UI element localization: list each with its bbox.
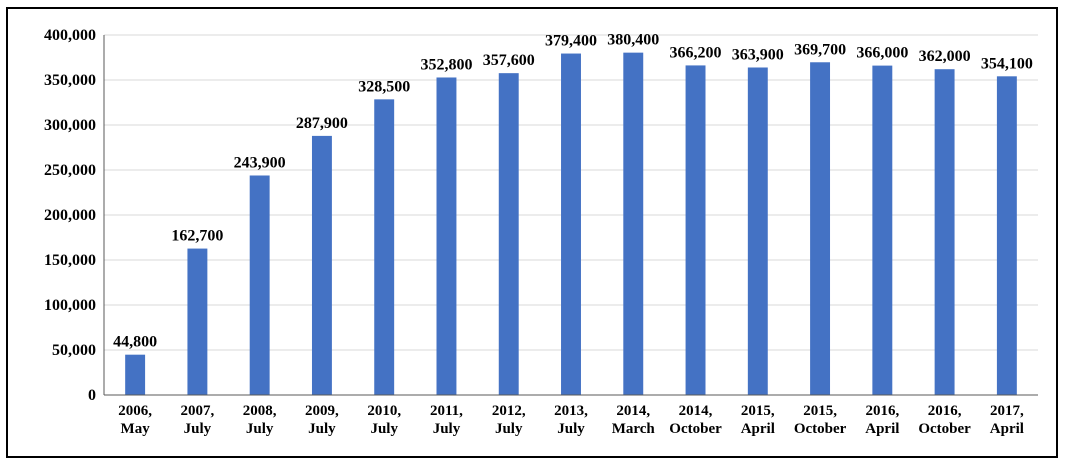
x-tick-label: 2016, October	[918, 403, 971, 437]
bar	[996, 76, 1017, 395]
y-tick-label: 350,000	[44, 72, 96, 89]
bar	[374, 99, 395, 395]
bar	[187, 248, 208, 395]
x-tick-label: 2007, July	[181, 403, 215, 437]
x-tick-labels: 2006, May 2007, July 2008, July 2009, July 2010,…	[118, 403, 1024, 437]
y-tick-label: 400,000	[44, 27, 96, 44]
x-tick-label: 2017, April	[990, 403, 1024, 437]
data-label: 380,400	[607, 32, 659, 49]
chart-frame: 0 50,000 100,000 150,000 200,000 250,000 300,0…	[6, 7, 1058, 458]
data-label: 354,100	[981, 55, 1033, 72]
x-tick-label: 2015, October	[794, 403, 847, 437]
data-label: 379,400	[545, 33, 597, 50]
data-label: 357,600	[483, 52, 535, 69]
bars	[125, 52, 1017, 396]
data-label: 287,900	[296, 115, 348, 132]
axes	[103, 35, 1038, 396]
bar	[810, 62, 831, 396]
x-tick-label: 2012, July	[492, 403, 526, 437]
bar	[561, 53, 581, 395]
data-label: 369,700	[794, 41, 846, 58]
data-label: 44,800	[113, 334, 157, 351]
bar	[685, 65, 706, 396]
bar	[311, 135, 332, 395]
x-tick-label: 2011, July	[430, 403, 463, 437]
x-tick-label: 2006, May	[118, 403, 152, 437]
data-label: 366,200	[670, 44, 722, 61]
bar	[249, 175, 270, 395]
data-label: 366,000	[856, 45, 908, 62]
bar	[125, 354, 146, 395]
data-label: 328,500	[358, 78, 410, 95]
x-tick-label: 2016, April	[865, 403, 899, 437]
data-label: 243,900	[234, 154, 286, 171]
y-tick-label: 100,000	[44, 297, 96, 314]
x-tick-label: 2013, July	[554, 403, 588, 437]
y-tick-label: 50,000	[52, 342, 96, 359]
x-tick-label: 2009, July	[305, 403, 339, 437]
y-tick-labels: 0 50,000 100,000 150,000 200,000 250,000 300,0…	[44, 27, 96, 404]
x-tick-label: 2008, July	[243, 403, 277, 437]
y-tick-label: 0	[88, 387, 96, 404]
bar	[498, 73, 519, 395]
bar-chart: 0 50,000 100,000 150,000 200,000 250,000 300,0…	[44, 27, 1038, 437]
data-labels: 44,800 162,700 243,900 287,900 328,500 352,80…	[113, 32, 1033, 351]
x-tick-label: 2010, July	[367, 403, 401, 437]
data-label: 162,700	[171, 228, 223, 245]
bar	[747, 67, 768, 396]
y-tick-label: 200,000	[44, 207, 96, 224]
data-label: 352,800	[420, 56, 472, 73]
bar	[872, 65, 893, 395]
data-label: 362,000	[919, 48, 971, 65]
bar	[436, 77, 457, 395]
x-tick-label: 2014, October	[669, 403, 722, 437]
data-label: 363,900	[732, 46, 784, 63]
y-tick-label: 150,000	[44, 252, 96, 269]
y-tick-label: 300,000	[44, 117, 96, 134]
x-tick-label: 2014, March	[612, 403, 656, 437]
bar	[623, 52, 644, 395]
y-tick-label: 250,000	[44, 162, 96, 179]
bar	[934, 69, 955, 395]
x-tick-label: 2015, April	[741, 403, 775, 437]
